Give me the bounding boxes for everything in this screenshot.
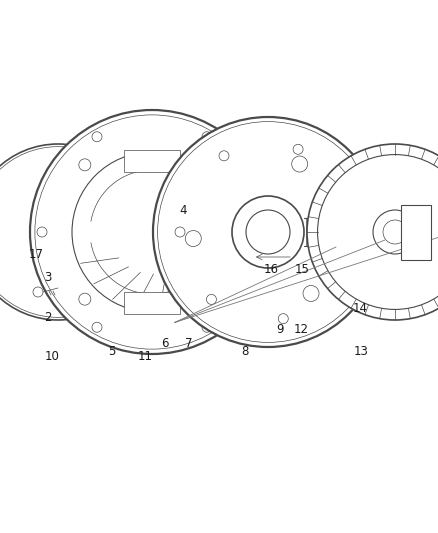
Circle shape <box>231 196 303 268</box>
Text: 12: 12 <box>293 323 307 336</box>
Text: 8: 8 <box>241 345 248 358</box>
Text: 11: 11 <box>137 350 152 362</box>
Text: 9: 9 <box>276 323 283 336</box>
Circle shape <box>366 214 402 250</box>
Circle shape <box>38 212 78 252</box>
Circle shape <box>344 192 424 272</box>
Circle shape <box>0 144 146 320</box>
Circle shape <box>114 194 190 270</box>
Circle shape <box>30 110 273 354</box>
Circle shape <box>72 152 231 312</box>
Circle shape <box>372 210 416 254</box>
Text: 15: 15 <box>294 263 309 276</box>
Circle shape <box>308 205 363 260</box>
Text: 3: 3 <box>45 271 52 284</box>
Text: 16: 16 <box>263 263 278 276</box>
Bar <box>400 205 430 260</box>
Text: 10: 10 <box>44 350 59 362</box>
Text: 13: 13 <box>353 345 367 358</box>
Circle shape <box>153 117 382 347</box>
Text: 7: 7 <box>184 337 192 350</box>
Bar <box>124 292 180 314</box>
Bar <box>124 150 180 172</box>
Circle shape <box>408 204 438 260</box>
Text: 6: 6 <box>160 337 168 350</box>
Text: 14: 14 <box>352 302 367 314</box>
Text: 2: 2 <box>44 311 52 324</box>
Text: 5: 5 <box>108 345 115 358</box>
Text: 17: 17 <box>28 248 43 261</box>
Text: 4: 4 <box>179 204 187 217</box>
Circle shape <box>432 204 438 260</box>
Circle shape <box>306 144 438 320</box>
Circle shape <box>285 182 385 282</box>
Circle shape <box>128 208 176 256</box>
